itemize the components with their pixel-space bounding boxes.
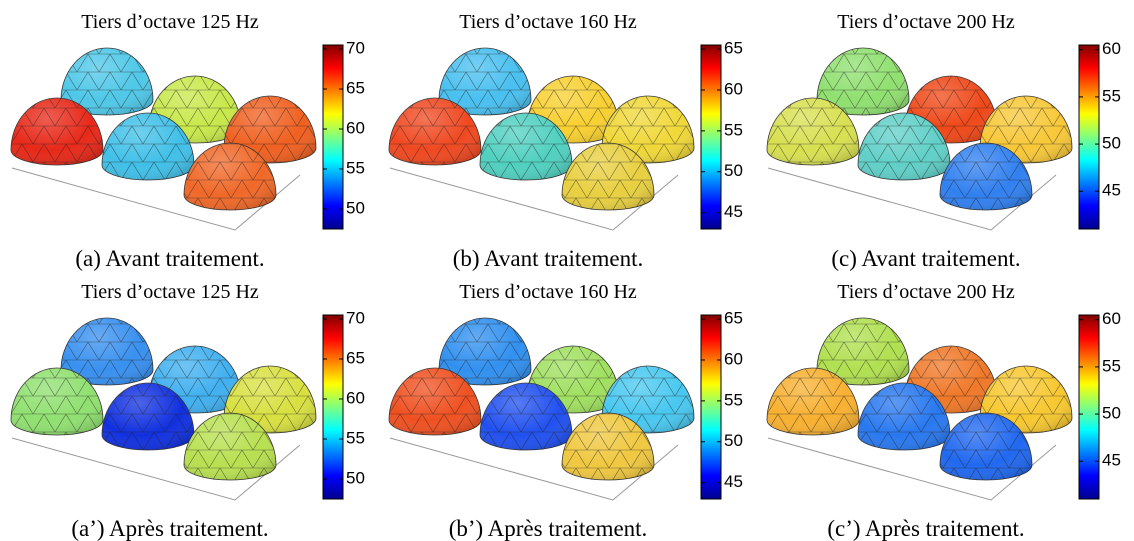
colorbar-tick-label: 65 — [346, 348, 365, 367]
dome-mesh — [858, 383, 950, 450]
dome-mesh — [940, 143, 1032, 210]
colorbar-tick-label: 60 — [346, 388, 365, 407]
dome-mesh — [767, 98, 859, 165]
panel-title: Tiers d’octave 160 Hz — [459, 11, 637, 33]
panel: Tiers d’octave 125 Hz 50 55 60 65 70 (a’) Aprè… — [10, 281, 365, 541]
caption: (c’) Après traitement. — [827, 516, 1024, 541]
caption: (c) Avant traitement. — [831, 246, 1020, 271]
floor — [767, 167, 1057, 231]
panel: Tiers d’octave 160 Hz 45 50 55 60 65 (b’) Aprè… — [388, 281, 743, 541]
panel-title: Tiers d’octave 125 Hz — [81, 281, 259, 303]
colorbar-tick-label: 45 — [724, 472, 743, 491]
dome-mesh — [11, 368, 103, 435]
floor — [767, 437, 1057, 501]
colorbar-tick-label: 55 — [346, 158, 365, 177]
panel: Tiers d’octave 125 Hz 50 55 60 65 70 (a) Avant… — [10, 11, 365, 271]
colorbar — [1078, 314, 1100, 500]
colorbar — [1078, 44, 1100, 230]
dome-mesh — [562, 143, 654, 210]
colorbar-tick-label: 55 — [724, 390, 743, 409]
colorbar-tick-label: 60 — [724, 79, 743, 98]
colorbar-tick-label: 65 — [724, 39, 743, 58]
caption: (a’) Après traitement. — [71, 516, 268, 541]
colorbar-tick-label: 55 — [724, 120, 743, 139]
colorbar-tick-label: 55 — [1102, 356, 1121, 375]
dome-mesh — [61, 318, 153, 385]
panel-title: Tiers d’octave 200 Hz — [837, 281, 1015, 303]
dome-mesh — [480, 113, 572, 180]
colorbar-tick-label: 50 — [724, 161, 743, 180]
colorbar-tick-label: 70 — [346, 308, 365, 327]
floor — [389, 437, 679, 501]
panel-title: Tiers d’octave 160 Hz — [459, 281, 637, 303]
colorbar-tick-label: 60 — [1102, 309, 1121, 328]
dome-mesh — [817, 48, 909, 115]
colorbar-tick-label: 65 — [346, 78, 365, 97]
colorbar-tick-label: 50 — [724, 431, 743, 450]
colorbar-tick-label: 60 — [1102, 39, 1121, 58]
colorbar-tick-label: 50 — [1102, 404, 1121, 423]
colorbar-tick-label: 60 — [346, 118, 365, 137]
dome-mesh — [102, 383, 194, 450]
dome-mesh — [858, 113, 950, 180]
dome-mesh — [562, 413, 654, 480]
floor — [11, 167, 301, 231]
colorbar-tick-label: 45 — [1102, 451, 1121, 470]
caption: (a) Avant traitement. — [75, 246, 264, 271]
dome-mesh — [184, 143, 276, 210]
dome-mesh — [817, 318, 909, 385]
colorbar-tick-label: 50 — [1102, 134, 1121, 153]
colorbar-tick-label: 45 — [724, 202, 743, 221]
dome-mesh — [439, 318, 531, 385]
dome-mesh — [61, 48, 153, 115]
colorbar — [322, 314, 344, 500]
dome-mesh — [439, 48, 531, 115]
dome-mesh — [102, 113, 194, 180]
dome-mesh — [389, 98, 481, 165]
caption: (b) Avant traitement. — [453, 246, 644, 271]
dome-mesh — [184, 413, 276, 480]
panel-title: Tiers d’octave 125 Hz — [81, 11, 259, 33]
colorbar-tick-label: 55 — [1102, 86, 1121, 105]
panel-title: Tiers d’octave 200 Hz — [837, 11, 1015, 33]
panel: Tiers d’octave 200 Hz 45 50 55 60 (c’) Après … — [766, 281, 1121, 541]
dome-mesh — [389, 368, 481, 435]
dome-mesh — [940, 413, 1032, 480]
dome-mesh — [480, 383, 572, 450]
colorbar-tick-label: 70 — [346, 38, 365, 57]
caption: (b’) Après traitement. — [449, 516, 648, 541]
dome-mesh — [767, 368, 859, 435]
colorbar — [322, 44, 344, 230]
panel: Tiers d’octave 160 Hz 45 50 55 60 65 (b) Avant… — [388, 11, 743, 271]
colorbar-tick-label: 55 — [346, 428, 365, 447]
colorbar-tick-label: 50 — [346, 198, 365, 217]
colorbar — [700, 44, 722, 230]
dome-mesh — [11, 98, 103, 165]
panel: Tiers d’octave 200 Hz 45 50 55 60 (c) Avant t… — [766, 11, 1121, 271]
colorbar — [700, 314, 722, 500]
floor — [11, 437, 301, 501]
floor — [389, 167, 679, 231]
colorbar-tick-label: 60 — [724, 349, 743, 368]
colorbar-tick-label: 65 — [724, 309, 743, 328]
colorbar-tick-label: 45 — [1102, 181, 1121, 200]
colorbar-tick-label: 50 — [346, 468, 365, 487]
